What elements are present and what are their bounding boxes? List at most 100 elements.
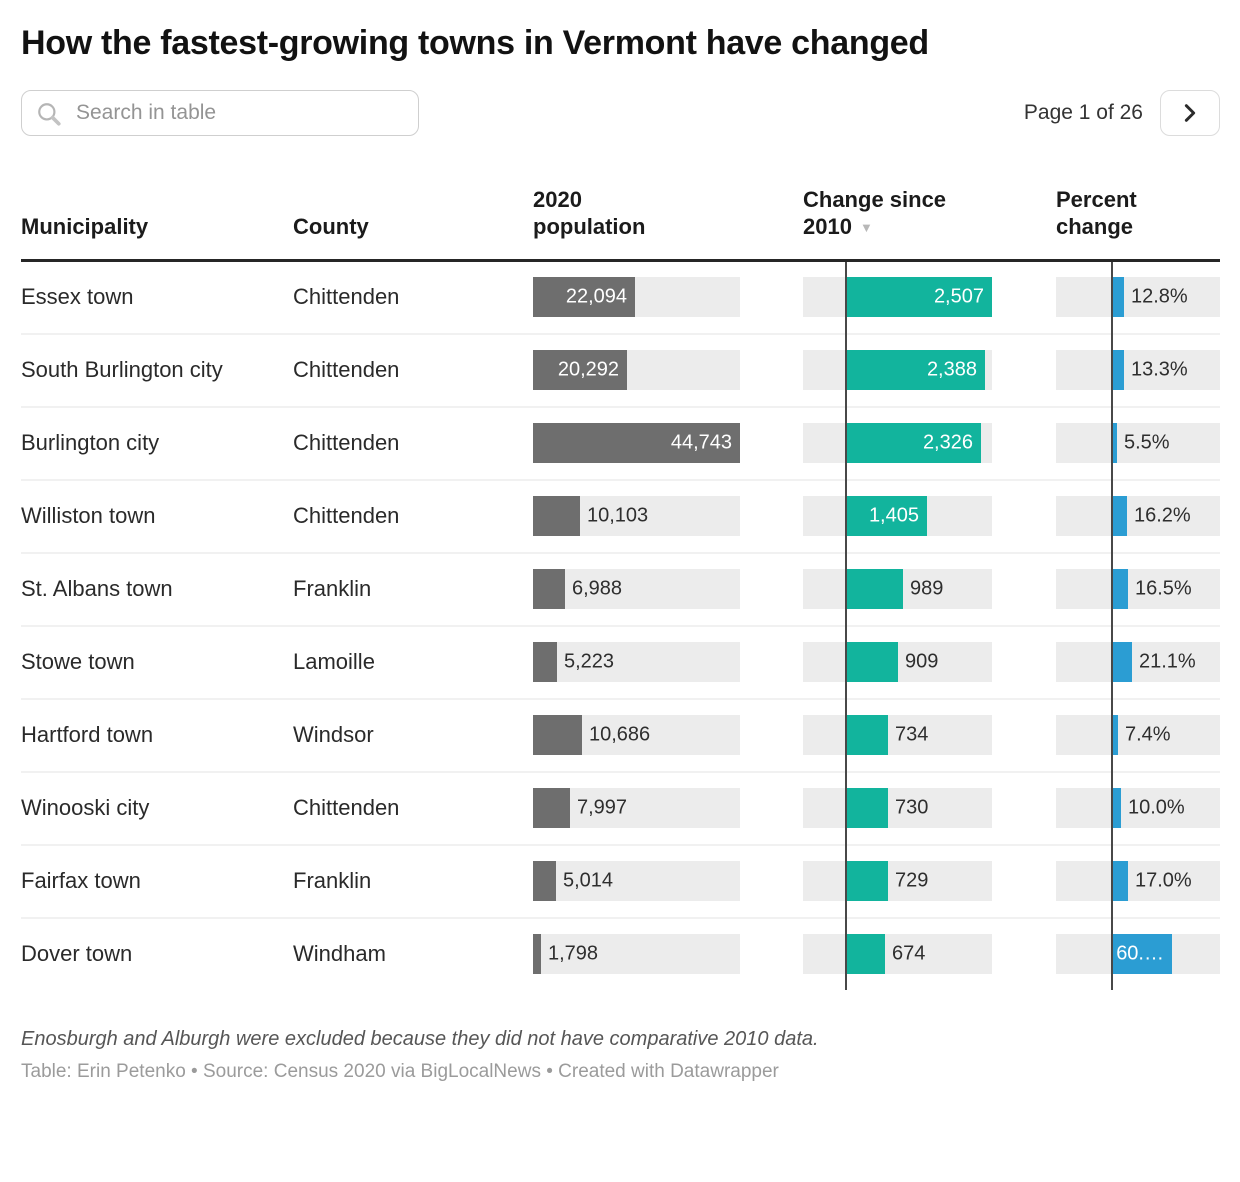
- bar-fill: 2,326: [845, 423, 981, 464]
- change-bar: 734: [803, 715, 992, 756]
- bar-value-label: 674: [892, 942, 926, 965]
- municipality-cell: Fairfax town: [21, 868, 141, 894]
- bar-fill: [533, 934, 541, 975]
- change-bar: 730: [803, 788, 992, 829]
- bar-fill: [845, 788, 888, 829]
- county-cell: Lamoille: [293, 649, 375, 675]
- chevron-right-icon: [1184, 104, 1196, 122]
- population-bar: 10,103: [533, 496, 740, 537]
- search-input[interactable]: [22, 91, 418, 136]
- bar-value-label: 2,388: [926, 358, 977, 381]
- county-cell: Windham: [293, 941, 386, 967]
- county-cell: Franklin: [293, 868, 372, 894]
- table-row: Winooski city Chittenden 7,997 730 10.0%: [21, 773, 1220, 846]
- county-cell: Windsor: [293, 722, 374, 748]
- bar-value-label: 7.4%: [1125, 723, 1171, 746]
- bar-value-label: 729: [895, 869, 929, 892]
- bar-fill: [533, 642, 557, 683]
- population-bar: 5,014: [533, 861, 740, 902]
- percent-bar: 12.8%: [1056, 277, 1220, 318]
- table-row: Burlington city Chittenden 44,743 2,326 …: [21, 408, 1220, 481]
- municipality-cell: St. Albans town: [21, 576, 173, 602]
- bar-fill: 1,405: [845, 496, 927, 537]
- percent-bar: 5.5%: [1056, 423, 1220, 464]
- county-cell: Chittenden: [293, 430, 400, 456]
- bar-fill: [1111, 277, 1124, 318]
- change-bar: 2,507: [803, 277, 992, 318]
- bar-value-label: 21.1%: [1139, 650, 1196, 673]
- bar-fill: [1111, 715, 1118, 756]
- next-page-button[interactable]: [1160, 90, 1220, 137]
- percent-bar: 17.0%: [1056, 861, 1220, 902]
- table-row: St. Albans town Franklin 6,988 989 16.5%: [21, 554, 1220, 627]
- bar-value-label: 5,223: [564, 650, 615, 673]
- bar-value-label: 16.5%: [1135, 577, 1192, 600]
- bar-value-label: 6,988: [572, 577, 623, 600]
- change-bar: 989: [803, 569, 992, 610]
- bar-fill: 60.…: [1111, 934, 1172, 975]
- table-controls: Page 1 of 26: [21, 90, 1220, 137]
- search-box: [21, 90, 419, 137]
- bar-fill: [845, 934, 885, 975]
- table-footnote: Enosburgh and Alburgh were excluded beca…: [21, 1027, 819, 1050]
- municipality-cell: Essex town: [21, 284, 134, 310]
- bar-value-label: 909: [905, 650, 939, 673]
- population-bar: 10,686: [533, 715, 740, 756]
- county-cell: Franklin: [293, 576, 372, 602]
- bar-value-label: 20,292: [557, 358, 619, 381]
- population-bar: 20,292: [533, 350, 740, 391]
- bar-fill: [1111, 496, 1127, 537]
- municipality-cell: South Burlington city: [21, 357, 223, 383]
- bar-value-label: 989: [910, 577, 944, 600]
- pagination-label: Page 1 of 26: [1023, 101, 1143, 125]
- bar-fill: [1111, 350, 1124, 391]
- table-row: South Burlington city Chittenden 20,292 …: [21, 335, 1220, 408]
- column-header-county[interactable]: County: [293, 214, 369, 240]
- column-header-change-since-2010[interactable]: Change since 2010 ▼: [803, 187, 947, 240]
- change-bar: 729: [803, 861, 992, 902]
- column-header-percent-change[interactable]: Percent change: [1056, 187, 1137, 240]
- change-bar: 909: [803, 642, 992, 683]
- table-row: Williston town Chittenden 10,103 1,405 1…: [21, 481, 1220, 554]
- table-row: Fairfax town Franklin 5,014 729 17.0%: [21, 846, 1220, 919]
- table-row: Hartford town Windsor 10,686 734 7.4%: [21, 700, 1220, 773]
- table-body: Essex town Chittenden 22,094 2,507 12.8%…: [21, 261, 1220, 990]
- bar-fill: [533, 569, 565, 610]
- bar-value-label: 60.…: [1116, 942, 1164, 965]
- municipality-cell: Winooski city: [21, 795, 150, 821]
- column-header-municipality[interactable]: Municipality: [21, 214, 149, 240]
- population-bar: 6,988: [533, 569, 740, 610]
- bar-fill: [1111, 788, 1121, 829]
- bar-value-label: 7,997: [577, 796, 628, 819]
- bar-fill: [845, 642, 898, 683]
- bar-fill: 2,388: [845, 350, 985, 391]
- bar-value-label: 16.2%: [1134, 504, 1191, 527]
- municipality-cell: Dover town: [21, 941, 133, 967]
- percent-bar: 16.5%: [1056, 569, 1220, 610]
- sort-descending-icon: ▼: [859, 220, 873, 236]
- county-cell: Chittenden: [293, 357, 400, 383]
- bar-fill: [1111, 569, 1128, 610]
- bar-fill: [845, 861, 888, 902]
- bar-fill: [1111, 423, 1117, 464]
- percent-bar: 16.2%: [1056, 496, 1220, 537]
- bar-fill: 44,743: [533, 423, 740, 464]
- population-bar: 22,094: [533, 277, 740, 318]
- bar-value-label: 5.5%: [1124, 431, 1170, 454]
- pagination: Page 1 of 26: [1023, 90, 1220, 137]
- county-cell: Chittenden: [293, 795, 400, 821]
- bar-value-label: 22,094: [565, 285, 627, 308]
- table-row: Dover town Windham 1,798 674 60.…: [21, 919, 1220, 990]
- population-bar: 1,798: [533, 934, 740, 975]
- bar-fill: 22,094: [533, 277, 635, 318]
- percent-zero-axis-line: [1111, 261, 1113, 990]
- column-header-2020-population[interactable]: 2020 population: [533, 187, 646, 240]
- page-title: How the fastest-growing towns in Vermont…: [21, 24, 929, 62]
- bar-fill: [1111, 642, 1132, 683]
- bar-value-label: 44,743: [670, 431, 732, 454]
- bar-value-label: 2,507: [933, 285, 984, 308]
- municipality-cell: Hartford town: [21, 722, 154, 748]
- bar-value-label: 1,405: [868, 504, 919, 527]
- municipality-cell: Williston town: [21, 503, 156, 529]
- bar-value-label: 1,798: [548, 942, 599, 965]
